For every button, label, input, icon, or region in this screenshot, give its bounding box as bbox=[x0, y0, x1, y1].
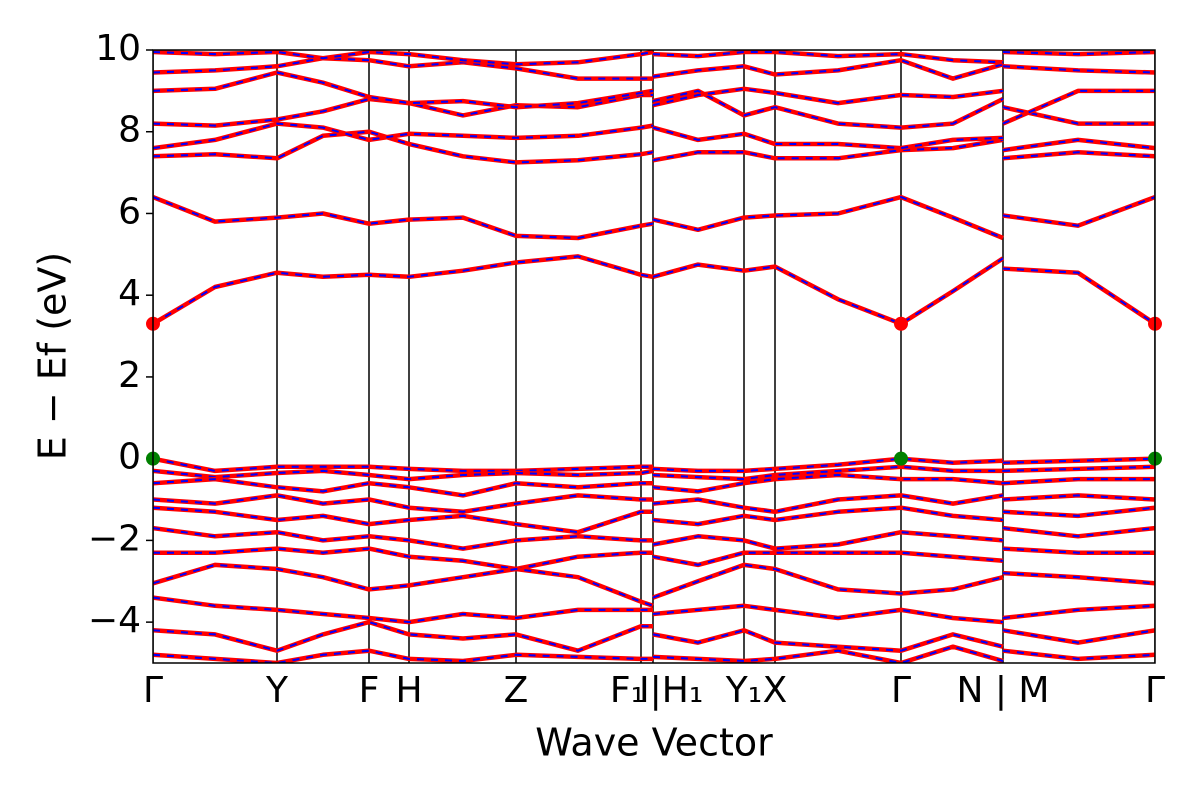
y-tick-label: −4 bbox=[88, 600, 141, 641]
band-line-dashed bbox=[153, 547, 1155, 571]
band-line-dashed bbox=[153, 50, 1155, 66]
band-line-dashed bbox=[153, 465, 1155, 481]
band-line-dashed bbox=[153, 645, 1155, 663]
x-tick-label: Γ bbox=[891, 670, 911, 711]
band-line-dashed bbox=[153, 473, 1155, 497]
y-tick-label: 4 bbox=[118, 273, 141, 314]
band-line bbox=[153, 644, 1155, 663]
y-tick-label: 10 bbox=[95, 28, 141, 69]
band-line bbox=[153, 254, 1155, 327]
y-tick-label: 2 bbox=[118, 355, 141, 396]
band-line bbox=[153, 194, 1155, 241]
x-tick-label: N | M bbox=[956, 670, 1049, 711]
x-tick-label: Z bbox=[504, 670, 529, 711]
plot-area bbox=[153, 50, 1155, 663]
y-tick-label: 6 bbox=[118, 191, 141, 232]
band-line bbox=[153, 472, 1155, 498]
x-tick-label: F₁ bbox=[610, 670, 645, 711]
band-line bbox=[153, 562, 1155, 608]
band-line-dashed bbox=[153, 130, 1155, 164]
x-axis-label: Wave Vector bbox=[535, 721, 773, 765]
extremum-marker bbox=[894, 316, 908, 331]
band-line bbox=[153, 546, 1155, 572]
x-tick-label: Γ bbox=[1145, 670, 1165, 711]
band-line-dashed bbox=[153, 196, 1155, 240]
band-line-dashed bbox=[153, 71, 1155, 125]
band-line-dashed bbox=[153, 506, 1155, 534]
band-line-dashed bbox=[153, 494, 1155, 513]
x-tick-label: H bbox=[395, 670, 422, 711]
x-tick-label: F bbox=[359, 670, 380, 711]
x-tick-label: Y bbox=[265, 670, 289, 711]
band-line-dashed bbox=[153, 596, 1155, 624]
band-line-dashed bbox=[153, 563, 1155, 607]
x-tick-label: I|H₁ bbox=[639, 670, 703, 711]
extremum-marker bbox=[894, 451, 908, 466]
y-tick-label: −2 bbox=[88, 518, 141, 559]
x-tick-label: Γ bbox=[143, 670, 163, 711]
band-line-dashed bbox=[153, 527, 1155, 550]
band-line-dashed bbox=[153, 255, 1155, 325]
band-line-dashed bbox=[153, 122, 1155, 152]
y-tick-label: 8 bbox=[118, 110, 141, 151]
x-tick-label: X bbox=[763, 670, 788, 711]
band-line bbox=[153, 619, 1155, 653]
band-line-dashed bbox=[153, 621, 1155, 652]
y-tick-label: 0 bbox=[118, 437, 141, 478]
x-tick-label: Y₁ bbox=[725, 670, 762, 711]
axes-frame bbox=[152, 49, 1156, 664]
band-line bbox=[153, 525, 1155, 551]
band-line-dashed bbox=[153, 457, 1155, 472]
band-line-dashed bbox=[153, 57, 1155, 80]
y-axis-label: E − Ef (eV) bbox=[31, 252, 75, 461]
